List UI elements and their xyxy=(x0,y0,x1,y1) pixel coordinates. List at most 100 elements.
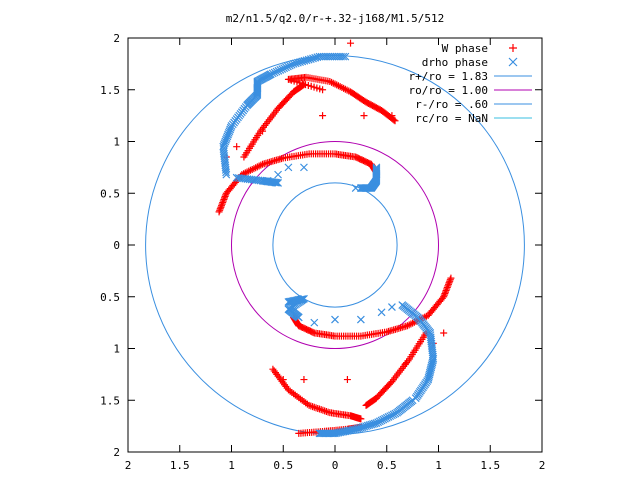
w-phase-point xyxy=(334,82,342,90)
legend-label: W phase xyxy=(442,42,488,55)
w-phase-point xyxy=(319,406,327,414)
w-phase-point xyxy=(405,321,413,329)
x-tick-label: 1 xyxy=(435,459,442,472)
w-phase-point xyxy=(445,280,453,288)
w-phase-point xyxy=(243,168,251,176)
w-phase-point xyxy=(259,127,267,135)
w-phase-point xyxy=(219,199,227,207)
w-phase-point xyxy=(221,192,229,200)
w-phase-point xyxy=(216,206,224,214)
w-phase-point xyxy=(446,276,454,284)
w-phase-point xyxy=(338,84,346,92)
drho-phase-point xyxy=(274,178,282,187)
w-phase-point xyxy=(446,277,454,285)
w-phase-point xyxy=(441,290,449,298)
w-phase-point xyxy=(215,208,223,216)
w-phase-point xyxy=(317,406,325,414)
x-tick-label: 2 xyxy=(125,459,132,472)
x-tick-label: 1.5 xyxy=(170,459,190,472)
w-phase-point xyxy=(442,287,450,295)
w-phase-point xyxy=(440,329,448,337)
w-phase-point xyxy=(298,82,306,90)
circle-series-mark xyxy=(272,182,398,308)
w-phase-point xyxy=(347,39,355,47)
w-phase-point xyxy=(314,404,322,412)
w-phase-point xyxy=(321,407,329,415)
w-phase-point xyxy=(336,83,344,91)
drho-phase-point xyxy=(339,52,348,61)
w-phase-point xyxy=(299,81,307,89)
legend-label: r+/ro = 1.83 xyxy=(409,70,488,83)
drho-phase-point xyxy=(296,58,304,66)
circle-series-mark xyxy=(231,141,439,349)
w-phase-point xyxy=(343,376,351,384)
drho-phase-point xyxy=(315,429,324,438)
drho-phase-point xyxy=(356,315,365,324)
w-phase-point xyxy=(279,376,287,384)
drho-phase-point xyxy=(287,60,296,69)
drho-phase-point xyxy=(291,59,300,68)
w-phase-point xyxy=(401,360,409,368)
drho-phase-point xyxy=(302,56,311,65)
x-tick-label: 0 xyxy=(332,459,339,472)
x-tick-label: 1 xyxy=(228,459,235,472)
drho-phase-point xyxy=(278,65,287,73)
w-phase-point xyxy=(307,402,315,410)
drho-phase-point xyxy=(284,163,293,172)
w-phase-point xyxy=(447,274,455,282)
drho-phase-point xyxy=(300,56,309,65)
x-tick-label: 1.5 xyxy=(480,459,500,472)
w-phase-point xyxy=(364,400,372,408)
w-phase-point xyxy=(315,405,323,413)
drho-phase-point xyxy=(300,163,308,172)
drho-phase-point xyxy=(331,315,339,324)
axis-ticks: 2 1.5 1 0.5 0 0.5 1 1.5 221.510.500.511.52 xyxy=(100,32,545,472)
w-phase-point xyxy=(345,87,353,95)
drho-phase-point xyxy=(372,165,381,174)
drho-phase-point xyxy=(362,184,370,192)
drho-phase-point xyxy=(304,55,313,64)
w-phase-point xyxy=(326,77,334,85)
drho-phase-point xyxy=(306,55,315,63)
w-phase-point xyxy=(312,404,320,412)
legend-label: ro/ro = 1.00 xyxy=(409,84,488,97)
drho-phase-point xyxy=(372,166,381,175)
drho-phase-point xyxy=(274,66,283,75)
drho-phase-point xyxy=(274,170,282,179)
w-phase-point xyxy=(410,318,418,326)
data-points xyxy=(215,39,455,438)
w-phase-point xyxy=(220,195,228,203)
chart-title: m2/n1.5/q2.0/r-+.32-j168/M1.5/512 xyxy=(226,12,445,25)
w-phase-point xyxy=(363,401,371,409)
drho-phase-point xyxy=(280,64,289,73)
drho-phase-point xyxy=(282,63,290,72)
w-phase-point xyxy=(388,112,396,120)
w-phase-point xyxy=(300,81,308,89)
w-phase-point xyxy=(217,203,225,211)
w-phase-point xyxy=(340,84,348,92)
drho-phase-point xyxy=(310,318,319,327)
drho-phase-point xyxy=(377,308,386,317)
w-phase-point xyxy=(422,312,430,320)
w-phase-point xyxy=(322,407,330,415)
drho-phase-point xyxy=(283,62,292,71)
w-phase-point xyxy=(305,401,313,409)
drho-phase-point xyxy=(309,54,317,63)
drho-phase-point xyxy=(266,70,275,79)
drho-phase-point xyxy=(272,67,281,76)
drho-phase-point xyxy=(270,68,279,77)
drho-phase-point xyxy=(268,69,277,78)
w-phase-point xyxy=(360,112,368,120)
x-tick-label: 0.5 xyxy=(273,459,293,472)
w-phase-point xyxy=(443,285,451,293)
w-phase-point xyxy=(248,165,256,173)
w-phase-point xyxy=(283,384,291,392)
w-phase-point xyxy=(328,78,336,86)
w-phase-point xyxy=(390,116,398,124)
drho-phase-point xyxy=(272,178,281,187)
w-phase-point xyxy=(343,86,351,94)
w-phase-point xyxy=(310,403,318,411)
w-phase-point xyxy=(221,194,229,202)
w-phase-point xyxy=(319,112,327,120)
